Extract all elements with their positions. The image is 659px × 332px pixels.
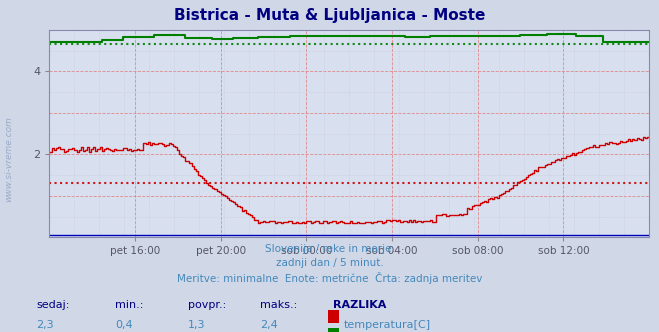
Text: 0,4: 0,4 — [115, 320, 133, 330]
Text: povpr.:: povpr.: — [188, 300, 226, 310]
Text: www.si-vreme.com: www.si-vreme.com — [4, 117, 13, 202]
Text: min.:: min.: — [115, 300, 144, 310]
Text: Meritve: minimalne  Enote: metrične  Črta: zadnja meritev: Meritve: minimalne Enote: metrične Črta:… — [177, 272, 482, 284]
Text: temperatura[C]: temperatura[C] — [344, 320, 431, 330]
Text: zadnji dan / 5 minut.: zadnji dan / 5 minut. — [275, 258, 384, 268]
Text: Bistrica - Muta & Ljubljanica - Moste: Bistrica - Muta & Ljubljanica - Moste — [174, 8, 485, 23]
Text: 1,3: 1,3 — [188, 320, 206, 330]
Text: RAZLIKA: RAZLIKA — [333, 300, 386, 310]
Text: 2,4: 2,4 — [260, 320, 278, 330]
Text: sedaj:: sedaj: — [36, 300, 70, 310]
Text: 2,3: 2,3 — [36, 320, 54, 330]
Text: maks.:: maks.: — [260, 300, 298, 310]
Text: Slovenija / reke in morje.: Slovenija / reke in morje. — [264, 244, 395, 254]
